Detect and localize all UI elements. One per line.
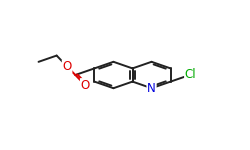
Text: Cl: Cl — [185, 68, 196, 81]
Text: O: O — [80, 79, 90, 92]
Text: N: N — [147, 82, 156, 95]
Text: O: O — [62, 60, 72, 73]
